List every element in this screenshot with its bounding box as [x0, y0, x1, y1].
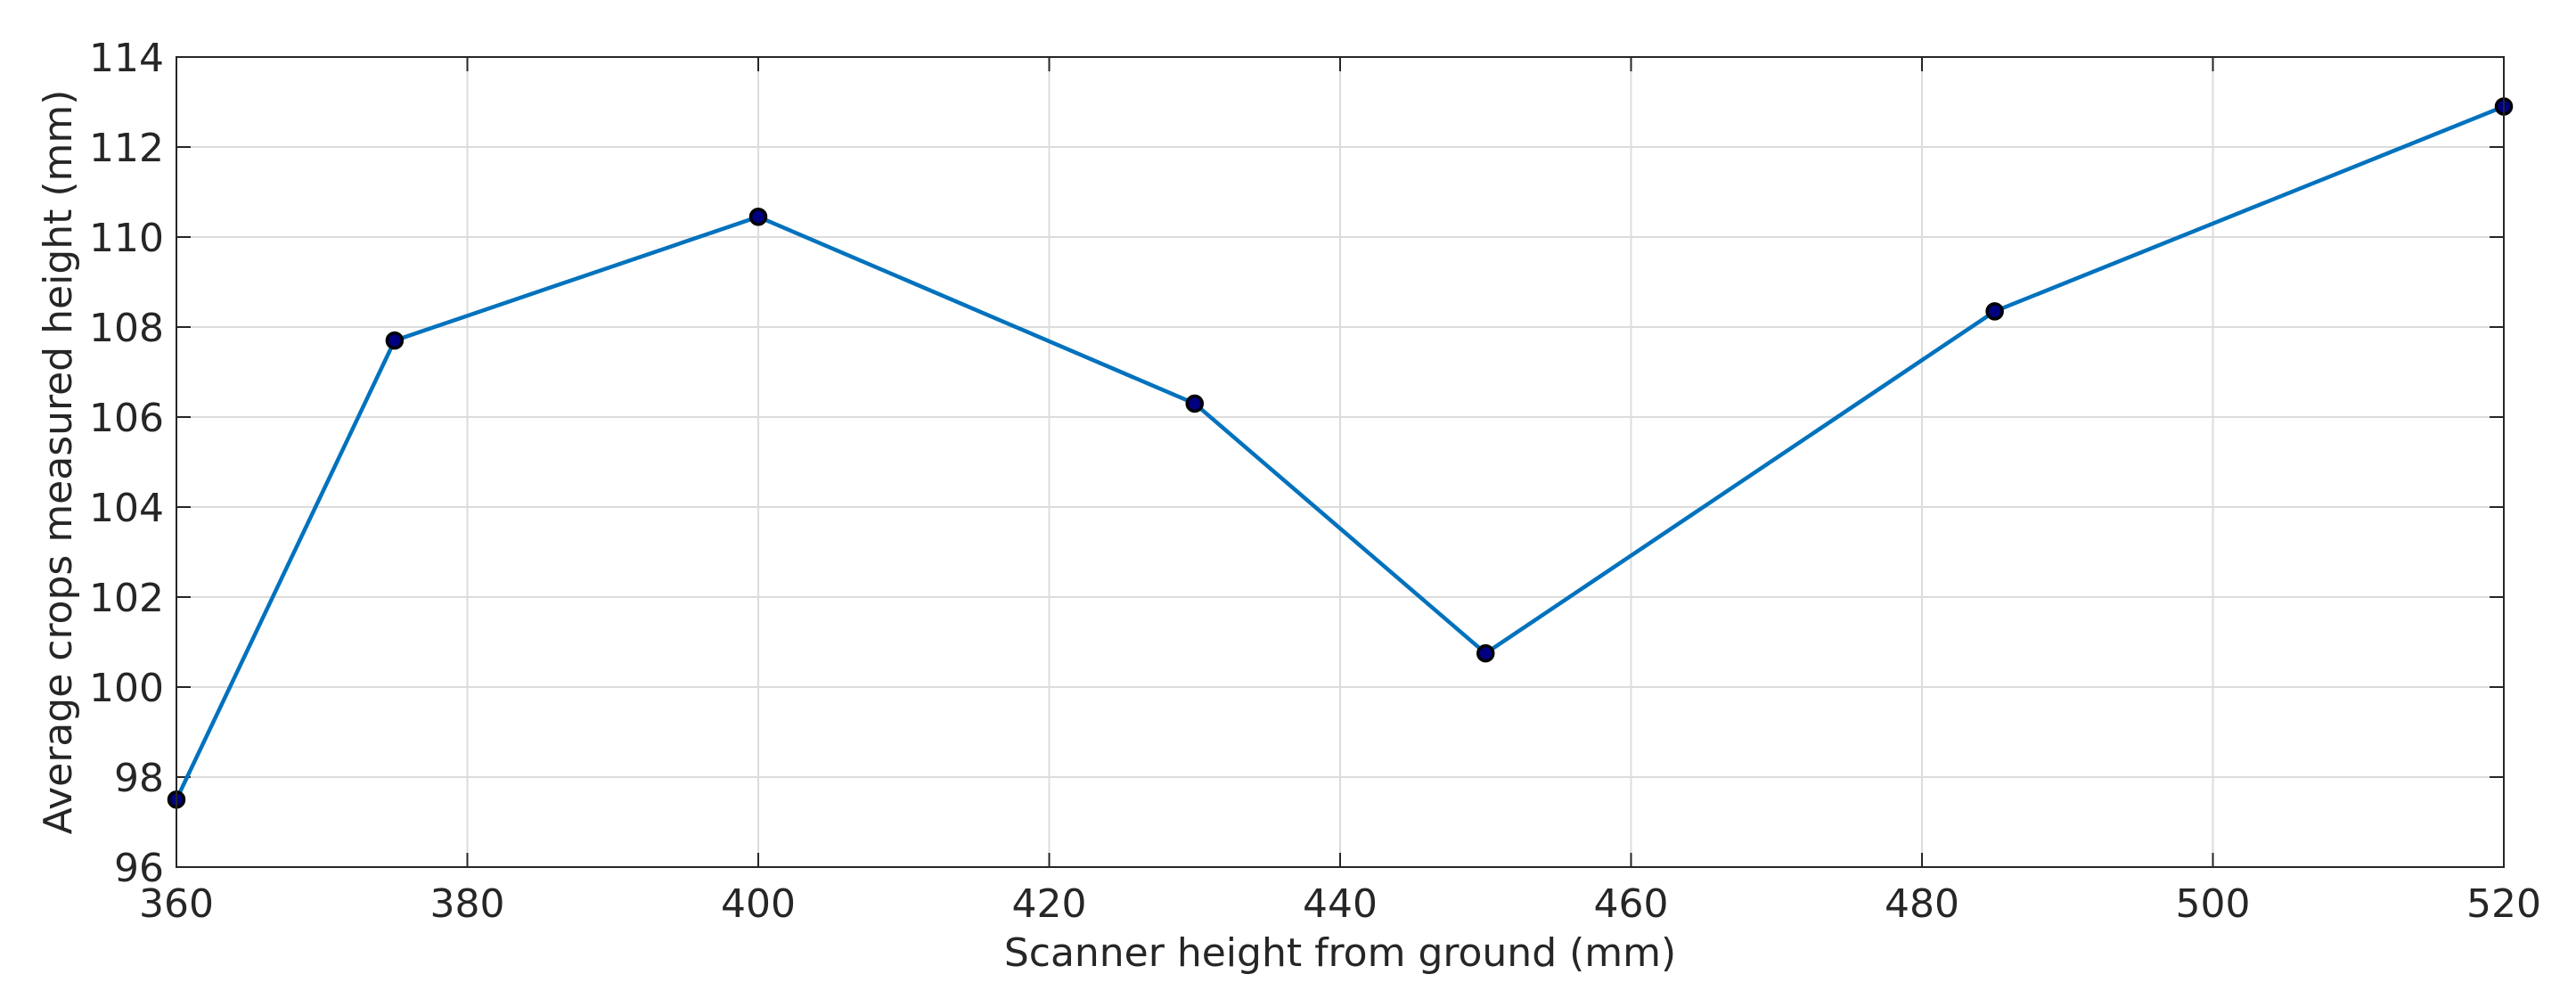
y-axis-title: Average crops measured height (mm)	[36, 90, 81, 835]
series-layer	[167, 97, 2514, 809]
y-tick-label: 100	[89, 666, 164, 711]
x-tick-label: 360	[139, 881, 214, 927]
plot-area	[176, 56, 2505, 868]
y-tick-label: 102	[89, 576, 164, 621]
data-point	[1985, 302, 2004, 321]
data-point	[1185, 394, 1204, 413]
y-tick-label: 112	[89, 126, 164, 171]
y-tick-label: 108	[89, 306, 164, 351]
y-tick-label: 106	[89, 396, 164, 441]
x-tick-label: 380	[430, 881, 505, 927]
y-tick-label: 98	[114, 756, 164, 801]
x-axis-title: Scanner height from ground (mm)	[1004, 930, 1676, 976]
y-tick-label: 104	[89, 486, 164, 531]
data-point	[748, 208, 768, 226]
x-tick-label: 520	[2466, 881, 2541, 927]
x-tick-label: 480	[1885, 881, 1959, 927]
y-tick-label: 114	[89, 36, 164, 81]
y-tick-label: 96	[114, 846, 164, 891]
x-tick-label: 440	[1303, 881, 1378, 927]
x-tick-label: 460	[1594, 881, 1669, 927]
data-point	[1476, 643, 1495, 663]
x-tick-label: 500	[2176, 881, 2251, 927]
grid-lines	[176, 56, 2505, 868]
data-point	[385, 331, 405, 350]
x-tick-label: 420	[1012, 881, 1087, 927]
y-tick-label: 110	[89, 216, 164, 261]
tick-labels: 360 380 400 420 440 460 480 500 520 96 98 100 102 104…	[89, 36, 2541, 927]
x-tick-label: 400	[721, 881, 796, 927]
